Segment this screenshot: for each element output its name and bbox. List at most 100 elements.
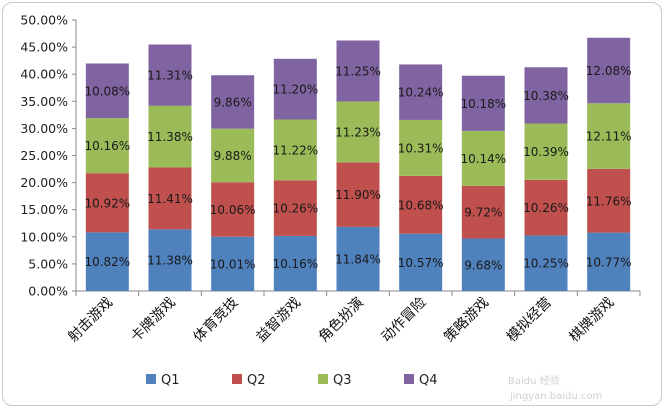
- bar-segment-q3: [85, 118, 129, 174]
- legend-swatch-q1: [146, 374, 156, 384]
- bar-segment-q4: [336, 40, 380, 102]
- category-label: 模拟经营: [504, 295, 555, 346]
- data-label: 11.25%: [335, 64, 381, 78]
- legend-label: Q4: [419, 373, 438, 388]
- data-label: 10.31%: [398, 141, 444, 155]
- bar-segment-q1: [336, 226, 380, 291]
- y-tick-label: 20.00%: [20, 175, 68, 190]
- bar-segment-q2: [148, 167, 192, 230]
- category-label: 卡牌游戏: [127, 294, 179, 346]
- data-label: 10.77%: [586, 255, 632, 269]
- y-tick-label: 45.00%: [20, 40, 68, 55]
- bar-segment-q2: [273, 180, 317, 236]
- bar-segment-q3: [461, 130, 505, 186]
- bar-segment-q3: [273, 119, 317, 181]
- legend-swatch-q2: [232, 374, 242, 384]
- y-tick-label: 15.00%: [20, 202, 68, 217]
- data-label: 10.39%: [523, 145, 569, 159]
- legend-swatch-q4: [404, 374, 414, 384]
- data-label: 10.14%: [460, 152, 506, 166]
- data-label: 9.72%: [464, 206, 502, 220]
- data-label: 10.26%: [523, 201, 569, 215]
- category-label: 棋牌游戏: [566, 294, 618, 346]
- bar-segment-q3: [587, 103, 631, 169]
- bar-segment-q4: [524, 67, 568, 124]
- bar-segment-q2: [524, 179, 568, 236]
- bar-segment-q2: [587, 168, 631, 233]
- data-label: 10.92%: [84, 196, 130, 210]
- legend-label: Q1: [161, 373, 180, 388]
- data-label: 10.68%: [398, 198, 444, 212]
- category-label: 体育竞技: [190, 294, 242, 346]
- data-label: 12.11%: [586, 130, 632, 144]
- data-label: 9.86%: [214, 95, 252, 109]
- bar-segment-q1: [399, 233, 443, 291]
- data-label: 10.26%: [272, 202, 318, 216]
- bar-segment-q2: [461, 185, 505, 239]
- y-tick-label: 40.00%: [20, 67, 68, 82]
- bar-segment-q3: [211, 128, 255, 183]
- data-label: 11.76%: [586, 194, 632, 208]
- bar-segment-q2: [399, 175, 443, 234]
- data-label: 10.08%: [84, 84, 130, 98]
- bar-segment-q3: [524, 123, 568, 180]
- bar-segment-q4: [273, 58, 317, 120]
- data-label: 9.68%: [464, 258, 502, 272]
- category-label: 角色扮演: [315, 294, 367, 346]
- data-label: 9.88%: [214, 149, 252, 163]
- bar-segment-q4: [211, 75, 255, 129]
- bar-segment-q4: [85, 63, 129, 119]
- y-tick-label: 30.00%: [20, 121, 68, 136]
- bar-segment-q4: [399, 64, 443, 120]
- bar-segment-q4: [461, 75, 505, 131]
- bar-segment-q1: [273, 235, 317, 291]
- data-label: 11.22%: [272, 143, 318, 157]
- bar-segment-q2: [85, 173, 129, 233]
- bar-segment-q3: [336, 101, 380, 163]
- data-label: 11.31%: [147, 69, 193, 83]
- bar-segment-q2: [211, 182, 255, 237]
- y-tick-label: 5.00%: [28, 256, 68, 271]
- category-label: 射击游戏: [65, 295, 116, 346]
- data-label: 10.18%: [460, 97, 506, 111]
- data-label: 10.16%: [84, 139, 130, 153]
- y-tick-label: 25.00%: [20, 148, 68, 163]
- watermark-url: jingyan.baidu.com: [509, 391, 602, 402]
- bar-segment-q4: [587, 37, 631, 104]
- y-tick-label: 0.00%: [28, 284, 68, 299]
- data-label: 12.08%: [586, 64, 632, 78]
- data-label: 11.41%: [147, 192, 193, 206]
- data-label: 11.90%: [335, 188, 381, 202]
- category-label: 益智游戏: [253, 295, 304, 346]
- bar-segment-q1: [148, 229, 192, 291]
- bar-segment-q1: [85, 232, 129, 291]
- data-label: 10.57%: [398, 256, 444, 270]
- y-tick-label: 50.00%: [20, 13, 68, 28]
- data-label: 10.82%: [84, 255, 130, 269]
- data-label: 10.16%: [272, 257, 318, 271]
- legend-label: Q2: [247, 373, 266, 388]
- bar-segment-q1: [211, 236, 255, 291]
- bar-segment-q3: [148, 105, 192, 168]
- bar-segment-q3: [399, 119, 443, 176]
- data-label: 11.84%: [335, 252, 381, 266]
- data-label: 10.38%: [523, 89, 569, 103]
- data-label: 11.20%: [272, 83, 318, 97]
- watermark-brand: Baidu 经验: [508, 374, 560, 387]
- bar-segment-q1: [461, 238, 505, 291]
- data-label: 10.01%: [210, 257, 256, 271]
- data-label: 10.25%: [523, 257, 569, 271]
- category-label: 策略游戏: [441, 294, 493, 346]
- data-label: 11.38%: [147, 254, 193, 268]
- y-tick-label: 35.00%: [20, 94, 68, 109]
- legend-label: Q3: [333, 373, 352, 388]
- y-tick-label: 10.00%: [20, 229, 68, 244]
- category-label: 动作冒险: [379, 295, 430, 346]
- bar-segment-q2: [336, 162, 380, 227]
- data-label: 11.38%: [147, 130, 193, 144]
- data-label: 10.06%: [210, 203, 256, 217]
- data-label: 11.23%: [335, 125, 381, 139]
- bar-segment-q1: [524, 235, 568, 291]
- bar-segment-q4: [148, 44, 192, 106]
